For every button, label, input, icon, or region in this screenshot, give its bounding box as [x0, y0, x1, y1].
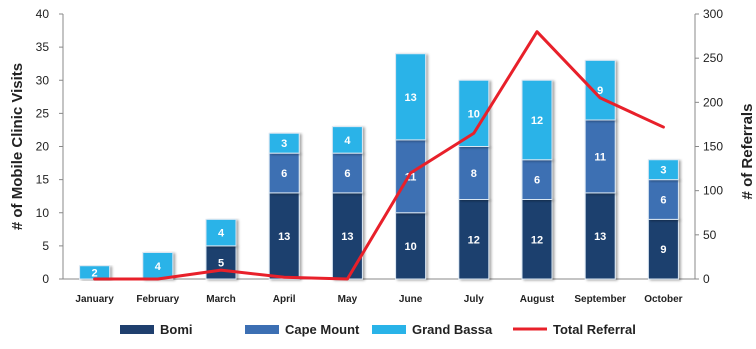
y2-tick-label: 0 [703, 272, 710, 286]
bar-segment [584, 119, 616, 194]
bar-segment [647, 159, 679, 181]
x-tick-label: February [136, 294, 179, 305]
y2-tick-label: 100 [703, 184, 723, 198]
bar-value-label: 4 [344, 135, 351, 147]
x-tick-label: March [206, 294, 235, 305]
y-axis-title: # of Mobile Clinic Visits [9, 63, 26, 230]
y2-tick-label: 200 [703, 95, 723, 109]
bar-segment [331, 152, 363, 194]
bar-value-label: 13 [278, 231, 290, 243]
bar-segment [584, 192, 616, 280]
bar-value-label: 4 [155, 261, 162, 273]
bar-segment [458, 79, 490, 147]
x-tick-label: July [464, 294, 484, 305]
bar-value-label: 13 [404, 92, 416, 104]
bar-segment [458, 146, 490, 200]
x-tick-label: June [399, 294, 423, 305]
x-tick-label: April [273, 294, 296, 305]
bar-value-label: 3 [281, 138, 287, 150]
y2-tick-label: 150 [703, 140, 723, 154]
y-tick-label: 20 [36, 140, 50, 154]
y-tick-label: 10 [36, 206, 50, 220]
bar-value-label: 6 [344, 168, 350, 180]
legend-swatch [245, 325, 279, 334]
bar-segment [521, 79, 553, 161]
bar-segment [268, 192, 300, 280]
bar-value-label: 3 [660, 165, 666, 177]
bar-value-label: 13 [594, 231, 606, 243]
y-tick-label: 0 [42, 272, 49, 286]
bar-segment [268, 132, 300, 154]
legend-label: Grand Bassa [412, 322, 493, 337]
legend-swatch [120, 325, 154, 334]
bar-value-label: 6 [660, 195, 666, 207]
bar-segment [205, 218, 237, 247]
bar-segment [647, 179, 679, 220]
x-tick-label: August [520, 294, 555, 305]
bar-value-label: 13 [341, 231, 353, 243]
bar-segment [395, 212, 427, 280]
bar-value-label: 6 [281, 168, 287, 180]
y2-tick-label: 300 [703, 7, 723, 21]
bar-segment [584, 59, 616, 121]
bar-value-label: 12 [531, 234, 543, 246]
y-tick-label: 25 [36, 106, 50, 120]
bar-segment [647, 218, 679, 280]
bar-value-label: 4 [218, 228, 225, 240]
bar-value-label: 9 [660, 244, 666, 256]
bar-segment [521, 159, 553, 200]
bar-segment [395, 53, 427, 141]
bar-value-label: 11 [594, 151, 606, 163]
bar-value-label: 12 [531, 115, 543, 127]
bar-value-label: 11 [405, 171, 417, 183]
legend-label: Cape Mount [285, 322, 360, 337]
legend-label: Bomi [160, 322, 193, 337]
bar-value-label: 2 [92, 267, 98, 279]
bar-segment [331, 126, 363, 154]
x-tick-label: January [75, 294, 114, 305]
bar-value-label: 9 [597, 85, 603, 97]
legend-label: Total Referral [553, 322, 636, 337]
bar-value-label: 10 [404, 241, 416, 253]
y-tick-label: 5 [42, 239, 49, 253]
y-tick-label: 15 [36, 173, 50, 187]
bar-value-label: 10 [468, 108, 480, 120]
bar-value-label: 12 [468, 234, 480, 246]
bar-segment [458, 199, 490, 280]
x-tick-label: May [338, 294, 358, 305]
bar-value-label: 8 [471, 168, 477, 180]
total-referral-line [93, 30, 665, 281]
bar-value-label: 5 [218, 257, 224, 269]
bar-segment [395, 139, 427, 214]
y-tick-label: 35 [36, 40, 50, 54]
x-tick-label: October [644, 294, 682, 305]
y-tick-label: 30 [36, 73, 50, 87]
y2-tick-label: 250 [703, 51, 723, 65]
y-tick-label: 40 [36, 7, 50, 21]
x-tick-label: September [574, 294, 626, 305]
bar-value-label: 6 [534, 175, 540, 187]
y2-tick-label: 50 [703, 228, 717, 242]
y2-axis-title: # of Referrals [739, 104, 756, 200]
legend-swatch [372, 325, 406, 334]
